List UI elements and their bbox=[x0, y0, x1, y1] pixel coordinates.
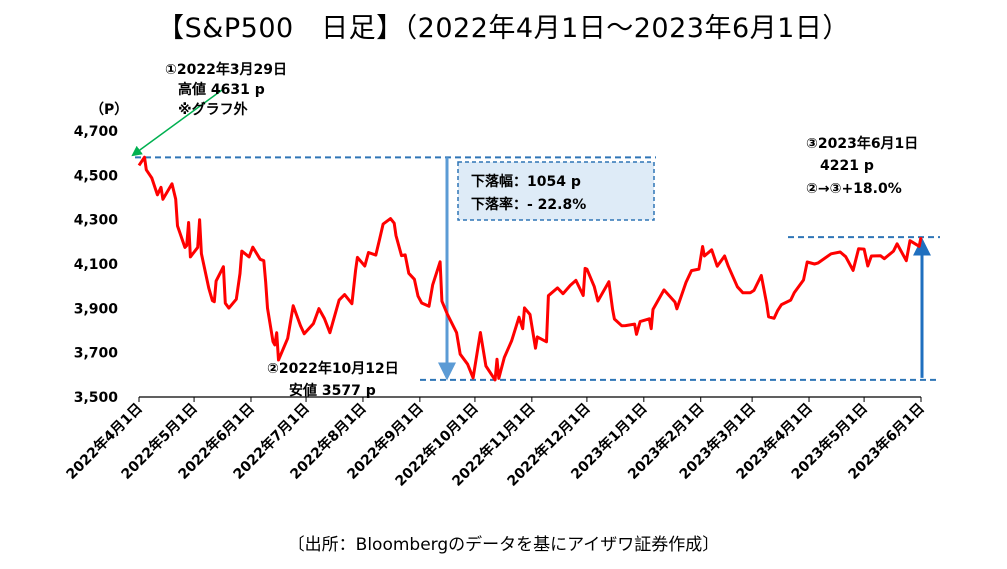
y-tick-label: 4,100 bbox=[74, 257, 119, 273]
x-axis: 2022年4月1日2022年5月1日2022年6月1日2022年7月1日2022… bbox=[63, 396, 928, 490]
high-value-text: 高値 4631 p bbox=[178, 81, 265, 98]
low-value-text: 安値 3577 p bbox=[289, 382, 376, 399]
low-annotation: ②2022年10月12日 安値 3577 p bbox=[267, 360, 399, 399]
high-date-text: ①2022年3月29日 bbox=[165, 61, 287, 78]
sp500-price-line bbox=[137, 155, 923, 382]
y-axis-label: （P） bbox=[90, 102, 128, 118]
chart-title: 【S&P500 日足】（2022年4月1日～2023年6月1日） bbox=[157, 13, 850, 44]
y-tick-label: 4,300 bbox=[74, 213, 119, 229]
high-note-text: ※グラフ外 bbox=[178, 101, 248, 118]
end-date-text: ③2023年6月1日 bbox=[806, 135, 918, 152]
high-annotation: ①2022年3月29日 高値 4631 p ※グラフ外 bbox=[165, 61, 287, 118]
y-tick-label: 4,500 bbox=[74, 168, 119, 184]
y-tick-label: 4,700 bbox=[74, 124, 119, 140]
end-annotation: ③2023年6月1日 4221 p ②→③+18.0% bbox=[806, 135, 918, 197]
y-tick-label: 3,900 bbox=[74, 301, 119, 317]
y-tick-label: 3,500 bbox=[74, 390, 119, 406]
drop-rate-text: 下落率：- 22.8% bbox=[471, 196, 586, 213]
end-value-text: 4221 p bbox=[820, 158, 874, 174]
decline-info-box-frame bbox=[457, 161, 655, 221]
y-tick-label: 3,700 bbox=[74, 346, 119, 362]
drop-width-text: 下落幅：1054 p bbox=[471, 173, 581, 190]
source-note: 〔出所：Bloombergのデータを基にアイザワ証券作成〕 bbox=[287, 535, 720, 555]
high-pointer-arrow bbox=[131, 89, 223, 157]
low-date-text: ②2022年10月12日 bbox=[267, 360, 399, 377]
decline-info-box: 下落幅：1054 p 下落率：- 22.8% bbox=[457, 161, 655, 221]
y-axis: 3,500 3,700 3,900 4,100 4,300 4,500 4,700 bbox=[74, 124, 119, 406]
end-change-text: ②→③+18.0% bbox=[806, 181, 902, 197]
